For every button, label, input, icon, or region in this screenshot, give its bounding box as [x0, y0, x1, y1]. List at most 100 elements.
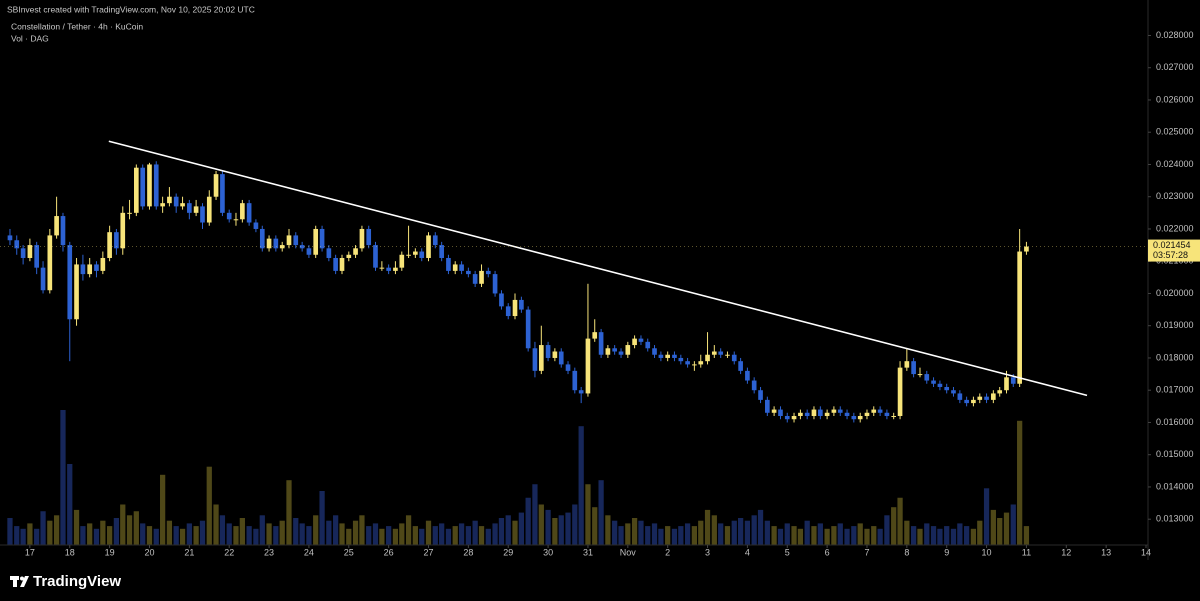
volume-bar [917, 528, 923, 545]
candle-body [652, 348, 657, 355]
candle-body [167, 196, 172, 204]
volume-bar [259, 515, 265, 545]
candle-body [153, 164, 159, 207]
candle-body [1017, 251, 1022, 384]
candle-body [698, 361, 704, 365]
volume-bar [824, 528, 830, 545]
candle-body [220, 174, 225, 213]
volume-bar [944, 526, 950, 545]
volume-bar [425, 520, 432, 545]
x-tick-label: 24 [304, 547, 314, 557]
candle-body [200, 206, 205, 223]
volume-bar [53, 515, 60, 545]
candle-body [279, 245, 285, 249]
volume-bar [877, 528, 883, 545]
volume-bar [844, 528, 850, 545]
volume-bar [558, 515, 564, 545]
volume-bar [366, 526, 372, 545]
volume-bar [711, 515, 717, 545]
candle-body [971, 399, 976, 404]
candle-body [339, 257, 345, 271]
volume-bar [126, 515, 133, 545]
candle-body [379, 267, 385, 269]
candle-body [259, 228, 265, 249]
volume-bar [379, 528, 385, 545]
candle-body [366, 228, 372, 246]
candle-body [718, 351, 724, 355]
volume-bar [160, 474, 166, 545]
candle-body [711, 351, 717, 355]
volume-bar [817, 523, 823, 545]
x-tick-label: 19 [105, 547, 115, 557]
candle-body [884, 412, 890, 417]
candle-body [233, 219, 239, 221]
volume-legend: Vol · DAG [11, 33, 49, 43]
volume-bar [186, 523, 192, 545]
candle-body [745, 370, 750, 381]
x-tick-label: 6 [825, 547, 830, 557]
volume-bar [671, 528, 678, 545]
candle-body [306, 248, 312, 255]
volume-bar [80, 526, 86, 545]
y-tick-label: 0.022000 [1156, 223, 1194, 233]
candle-body [831, 409, 837, 413]
volume-bar [930, 526, 937, 545]
candle-body [951, 390, 956, 394]
candle-body [1024, 246, 1029, 252]
candle-body [751, 380, 757, 391]
candle-body [545, 345, 551, 358]
candle-body [240, 203, 245, 220]
volume-bar [392, 528, 399, 545]
x-tick-label: 31 [583, 547, 593, 557]
axes-layer: 0.013000 0.014000 0.015000 0.016000 0.017000… [25, 30, 1200, 557]
volume-bar [452, 526, 458, 545]
candle-body [180, 203, 185, 207]
volume-bar [352, 520, 359, 545]
y-tick-label: 0.013000 [1156, 514, 1194, 524]
volume-bar [140, 523, 146, 545]
volume-bar [472, 520, 478, 545]
x-tick-label: 2 [665, 547, 670, 557]
candle-body [632, 338, 637, 346]
candle-body [778, 409, 783, 417]
volume-bar [538, 504, 544, 545]
volume-bar [14, 526, 20, 545]
volume-bar [737, 518, 744, 545]
volume-bar [106, 526, 113, 545]
volume-bar [432, 526, 438, 545]
candle-body [319, 228, 325, 249]
candle-body [54, 216, 59, 236]
volume-bar [412, 526, 418, 545]
candle-body [924, 374, 930, 381]
countdown-label: 03:57:28 [1153, 250, 1188, 260]
volume-bar [665, 526, 671, 545]
volume-bar [871, 526, 877, 545]
volume-bar [173, 526, 179, 545]
volume-bar [990, 509, 996, 545]
x-tick-label: 25 [344, 547, 354, 557]
volume-bar [60, 410, 66, 545]
last-price-box [1148, 239, 1200, 262]
volume-layer [7, 410, 1030, 545]
candle-body [226, 212, 232, 220]
candle-body [877, 409, 883, 413]
volume-bar [333, 515, 339, 545]
candle-body [34, 245, 39, 268]
volume-bar [153, 528, 159, 545]
candle-body [937, 383, 943, 387]
volume-bar [299, 523, 305, 545]
candle-body [406, 254, 411, 256]
volume-bar [419, 528, 425, 545]
volume-bar [924, 523, 930, 545]
y-tick-label: 0.025000 [1156, 127, 1194, 137]
volume-bar [87, 523, 93, 545]
volume-bar [1023, 526, 1030, 545]
trendline [108, 140, 1088, 397]
candle-body [552, 351, 558, 358]
candle-body [904, 361, 910, 368]
candle-body [173, 196, 179, 207]
volume-bar [498, 518, 505, 545]
volume-bar [791, 526, 797, 545]
volume-bar [73, 509, 80, 545]
